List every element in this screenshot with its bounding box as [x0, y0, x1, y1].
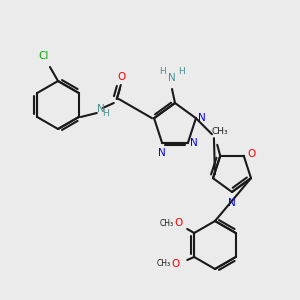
Text: O: O: [174, 218, 182, 228]
Text: CH₃: CH₃: [157, 260, 171, 268]
Text: CH₃: CH₃: [212, 127, 229, 136]
Text: N: N: [97, 104, 105, 114]
Text: Cl: Cl: [39, 51, 49, 61]
Text: N: N: [228, 198, 236, 208]
Text: O: O: [171, 259, 179, 269]
Text: N: N: [190, 138, 198, 148]
Text: O: O: [248, 149, 256, 159]
Text: H: H: [178, 68, 185, 76]
Text: N: N: [198, 113, 206, 123]
Text: O: O: [118, 72, 126, 82]
Text: N: N: [168, 73, 176, 83]
Text: H: H: [159, 68, 166, 76]
Text: CH₃: CH₃: [160, 218, 174, 227]
Text: N: N: [158, 148, 166, 158]
Text: H: H: [102, 110, 109, 118]
